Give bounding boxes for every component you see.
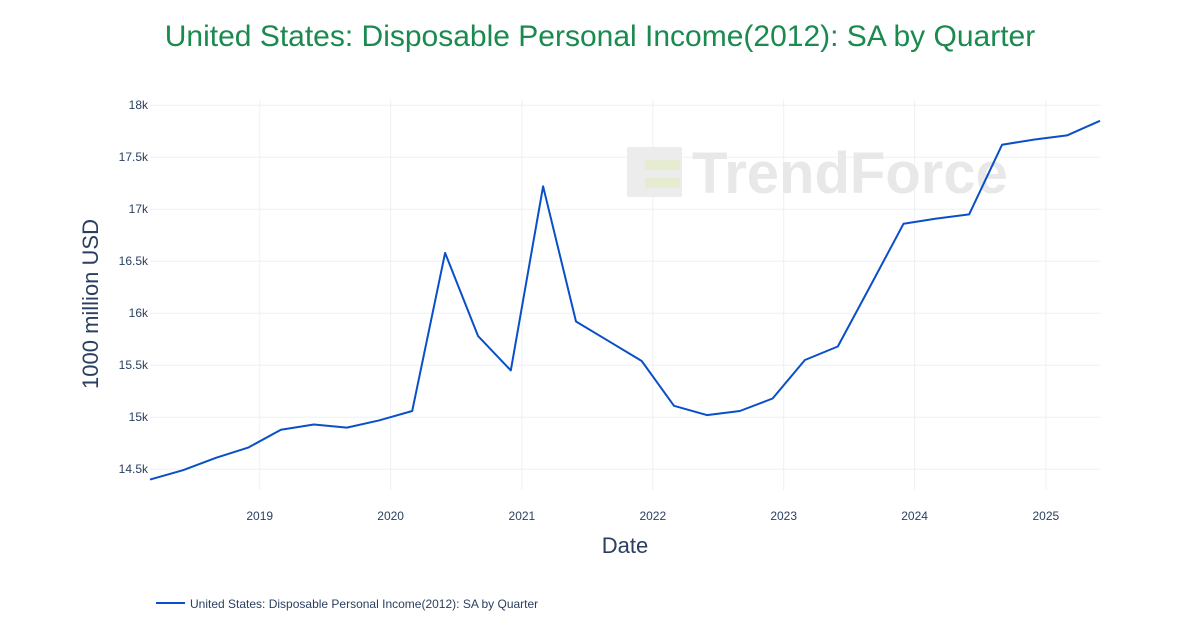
y-tick-label: 17.5k: [119, 150, 149, 164]
watermark-text: TrendForce: [692, 141, 1008, 206]
y-tick-label: 18k: [129, 98, 149, 112]
legend[interactable]: United States: Disposable Personal Incom…: [156, 597, 538, 611]
x-tick-label: 2023: [770, 509, 797, 523]
y-axis-ticks: 14.5k 15k 15.5k 16k 16.5k 17k 17.5k 18k: [119, 98, 149, 476]
series-line[interactable]: [149, 119, 1101, 481]
x-axis-title: Date: [602, 533, 648, 558]
watermark-logo: TrendForce: [627, 141, 1008, 206]
x-tick-label: 2024: [901, 509, 928, 523]
legend-label: United States: Disposable Personal Incom…: [190, 597, 538, 611]
y-tick-label: 14.5k: [119, 462, 149, 476]
y-tick-label: 16k: [129, 306, 149, 320]
x-tick-label: 2021: [509, 509, 536, 523]
x-tick-label: 2025: [1032, 509, 1059, 523]
x-axis-ticks: 2019 2020 2021 2022 2023 2024 2025: [246, 509, 1059, 523]
y-tick-label: 16.5k: [119, 254, 149, 268]
y-tick-label: 15.5k: [119, 358, 149, 372]
grid-lines: [150, 100, 1100, 490]
x-tick-label: 2020: [377, 509, 404, 523]
y-tick-label: 15k: [129, 410, 149, 424]
y-tick-label: 17k: [129, 202, 149, 216]
x-tick-label: 2022: [639, 509, 666, 523]
y-axis-title: 1000 million USD: [78, 219, 103, 389]
chart-title: United States: Disposable Personal Incom…: [164, 20, 1036, 53]
series-layer: [149, 119, 1101, 481]
x-tick-label: 2019: [246, 509, 273, 523]
